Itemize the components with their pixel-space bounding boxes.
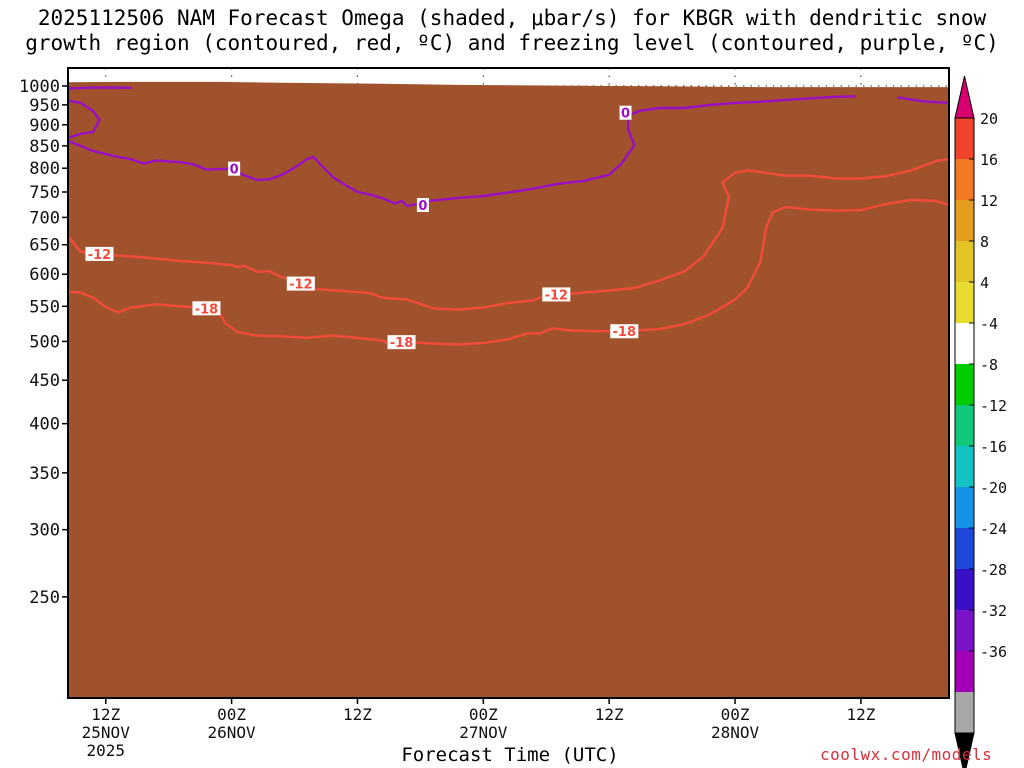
y-tick-label-750: 750 [29,183,60,203]
contour-label-bg [619,105,632,120]
y-tick-label-300: 300 [29,521,60,541]
contour-label-bg [542,287,571,302]
colorbar-label-3: 8 [980,233,989,251]
contour-label-bg [416,198,429,213]
y-tick-label-400: 400 [29,415,60,435]
y-tick-label-250: 250 [29,588,60,608]
contour-label-bg [85,246,114,261]
colorbar-segment-14 [955,692,974,733]
contour-label-bg [286,276,315,291]
colorbar-segment-13 [955,651,974,692]
y-tick-label-650: 650 [29,236,60,256]
x-tick-label-2-0: 12Z [343,705,372,724]
y-tick-label-600: 600 [29,265,60,285]
colorbar-label-4: 4 [980,274,989,292]
colorbar-arrow-bottom [954,732,975,768]
chart-title-line2: growth region (contoured, red, ºC) and f… [25,31,999,55]
contour-label-bg [387,335,416,350]
plot-frame [67,67,950,699]
x-tick-label-0-0: 12Z [91,705,120,724]
colorbar-label-12: -32 [980,602,1007,620]
contour-dgz-1 [68,157,949,311]
chart-title-line1: 2025112506 NAM Forecast Omega (shaded, μ… [37,6,987,30]
contour-freezing-low-3 [68,99,101,139]
colorbar-label-1: 16 [980,151,998,169]
colorbar-label-2: 12 [980,192,998,210]
colorbar-segment-6 [955,364,974,405]
x-tick-label-0-2: 2025 [86,741,125,760]
y-tick-label-550: 550 [29,297,60,317]
colorbar-label-10: -24 [980,520,1007,538]
colorbar-segment-8 [955,446,974,487]
x-tick-label-1-1: 26NOV [208,723,257,742]
colorbar-segment-9 [955,487,974,528]
y-tick-label-500: 500 [29,332,60,352]
y-tick-label-450: 450 [29,371,60,391]
contour-label-bg [228,161,241,176]
contour-label-4: -12 [289,278,313,293]
colorbar-segment-1 [955,159,974,200]
colorbar-label-11: -28 [980,561,1007,579]
contour-label-8: 0 [621,107,630,122]
contour-label-5: -12 [545,288,569,303]
contour-label-2: -18 [613,325,637,340]
contour-label-6: 0 [230,163,239,178]
y-tick-label-1000: 1000 [19,77,60,97]
contour-label-7: 0 [418,199,427,214]
colorbar-label-0: 20 [980,110,998,128]
colorbar-segment-12 [955,610,974,651]
contour-label-1: -18 [390,336,414,351]
source-credit: coolwx.com/models [820,745,993,764]
contour-freezing-sfc-east-5 [897,96,949,105]
contour-label-0: -18 [195,302,219,317]
contour-freezing-sfc-west-4 [68,86,133,90]
x-tick-label-5-1: 28NOV [711,723,760,742]
x-tick-label-0-1: 25NOV [82,723,131,742]
colorbar-label-13: -36 [980,643,1007,661]
colorbar-label-5: -4 [980,315,998,333]
contour-freezing-2 [68,95,856,208]
x-tick-label-3-1: 27NOV [459,723,508,742]
colorbar-label-7: -12 [980,397,1007,415]
colorbar-segment-3 [955,241,974,282]
y-tick-label-700: 700 [29,208,60,228]
colorbar-arrow-top [954,75,975,119]
colorbar-segment-10 [955,528,974,569]
y-tick-label-800: 800 [29,159,60,179]
x-tick-label-4-0: 12Z [595,705,624,724]
chart-title: 2025112506 NAM Forecast Omega (shaded, μ… [0,6,1024,56]
x-tick-label-3-0: 00Z [469,705,498,724]
colorbar-segment-11 [955,569,974,610]
contour-label-bg [610,324,639,339]
y-tick-label-350: 350 [29,464,60,484]
x-tick-label-6-0: 12Z [846,705,875,724]
contour-label-bg [192,301,221,316]
colorbar-label-8: -16 [980,438,1007,456]
colorbar-label-6: -8 [980,356,998,374]
y-tick-label-900: 900 [29,116,60,136]
colorbar-segment-7 [955,405,974,446]
x-axis-title: Forecast Time (UTC) [401,744,619,766]
colorbar-segment-4 [955,282,974,323]
y-tick-label-850: 850 [29,137,60,157]
contour-label-3: -12 [88,248,112,263]
colorbar-segment-5 [955,323,974,364]
y-tick-label-950: 950 [29,96,60,116]
colorbar-segment-0 [955,118,974,159]
colorbar-label-9: -20 [980,479,1007,497]
x-tick-label-5-0: 00Z [721,705,750,724]
terrain-fill [68,81,949,698]
colorbar-segment-2 [955,200,974,241]
x-tick-label-1-0: 00Z [217,705,246,724]
